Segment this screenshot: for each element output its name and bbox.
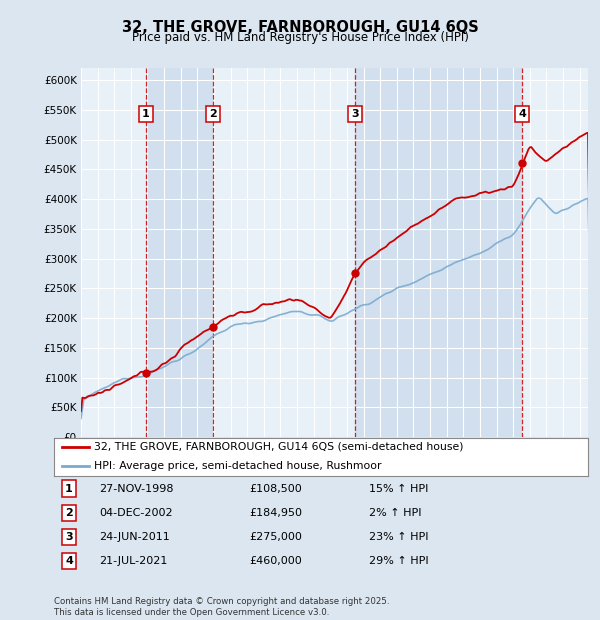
Text: £184,950: £184,950 (249, 508, 302, 518)
Text: 4: 4 (65, 556, 73, 566)
Text: £460,000: £460,000 (249, 556, 302, 566)
Text: HPI: Average price, semi-detached house, Rushmoor: HPI: Average price, semi-detached house,… (94, 461, 382, 471)
Text: 1: 1 (142, 109, 150, 119)
Text: 2: 2 (65, 508, 73, 518)
Bar (355, 68, 523, 437)
Text: 32, THE GROVE, FARNBOROUGH, GU14 6QS (semi-detached house): 32, THE GROVE, FARNBOROUGH, GU14 6QS (se… (94, 442, 464, 452)
Text: 3: 3 (65, 532, 73, 542)
Text: 2: 2 (209, 109, 217, 119)
Text: Contains HM Land Registry data © Crown copyright and database right 2025.
This d: Contains HM Land Registry data © Crown c… (54, 598, 389, 617)
Text: £108,500: £108,500 (249, 484, 302, 494)
Text: 3: 3 (351, 109, 359, 119)
Text: Price paid vs. HM Land Registry's House Price Index (HPI): Price paid vs. HM Land Registry's House … (131, 31, 469, 44)
Text: 21-JUL-2021: 21-JUL-2021 (99, 556, 167, 566)
Text: 1: 1 (65, 484, 73, 494)
Text: 29% ↑ HPI: 29% ↑ HPI (369, 556, 428, 566)
Text: £275,000: £275,000 (249, 532, 302, 542)
Text: 15% ↑ HPI: 15% ↑ HPI (369, 484, 428, 494)
Text: 32, THE GROVE, FARNBOROUGH, GU14 6QS: 32, THE GROVE, FARNBOROUGH, GU14 6QS (122, 20, 478, 35)
Bar (146, 68, 212, 437)
Text: 2% ↑ HPI: 2% ↑ HPI (369, 508, 421, 518)
Text: 27-NOV-1998: 27-NOV-1998 (99, 484, 173, 494)
Text: 04-DEC-2002: 04-DEC-2002 (99, 508, 173, 518)
Text: 23% ↑ HPI: 23% ↑ HPI (369, 532, 428, 542)
Text: 4: 4 (518, 109, 526, 119)
Text: 24-JUN-2011: 24-JUN-2011 (99, 532, 170, 542)
